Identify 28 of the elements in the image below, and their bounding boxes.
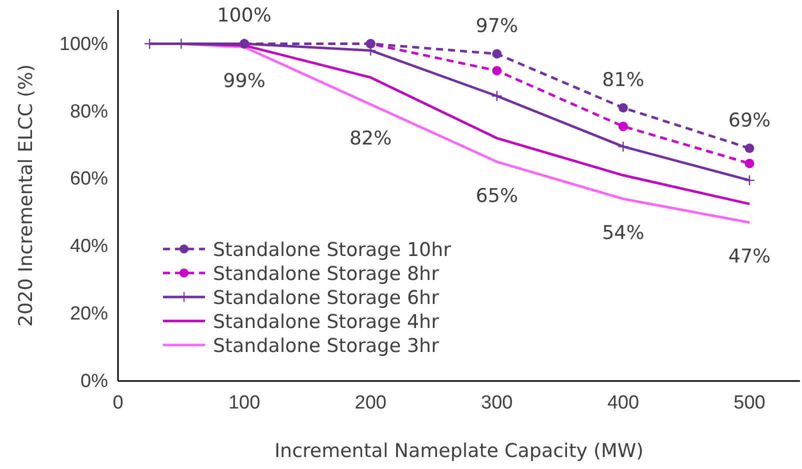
y-tick-label: 100% <box>59 34 108 55</box>
x-tick-label: 0 <box>112 392 124 414</box>
legend-label: Standalone Storage 6hr <box>213 287 440 309</box>
legend-label: Standalone Storage 10hr <box>213 239 452 261</box>
annotation: 65% <box>476 184 518 207</box>
x-tick-label: 400 <box>607 392 640 414</box>
annotation: 99% <box>223 70 266 92</box>
y-axis-title: 2020 Incremental ELCC (%) <box>15 64 37 327</box>
y-tick-label: 40% <box>70 236 108 258</box>
annotation: 82% <box>349 127 392 150</box>
legend-label: Standalone Storage 8hr <box>213 263 440 285</box>
x-axis-title: Incremental Nameplate Capacity (MW) <box>274 440 644 462</box>
x-tick-label: 500 <box>734 392 766 414</box>
x-tick-label: 100 <box>228 392 260 414</box>
y-tick-label: 0% <box>80 371 108 392</box>
y-tick-label: 60% <box>70 168 108 190</box>
x-tick-label: 300 <box>481 392 513 414</box>
y-tick-label: 80% <box>70 101 108 122</box>
x-tick-label: 200 <box>354 392 386 414</box>
annotation: 47% <box>728 245 771 268</box>
annotation: 100% <box>217 4 272 27</box>
annotation: 54% <box>602 222 644 244</box>
annotation: 69% <box>728 109 771 132</box>
annotation: 97% <box>476 14 518 37</box>
legend-label: Standalone Storage 3hr <box>213 335 440 357</box>
legend-label: Standalone Storage 4hr <box>213 311 440 333</box>
annotation: 81% <box>602 68 644 91</box>
y-tick-label: 20% <box>70 304 108 325</box>
